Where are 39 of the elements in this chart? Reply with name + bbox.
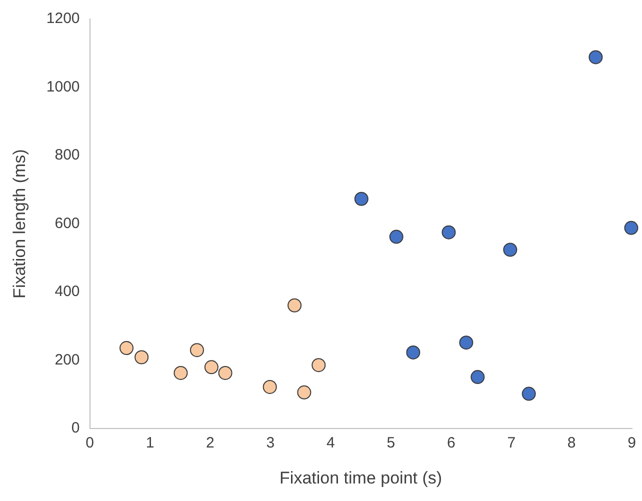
point <box>503 242 518 257</box>
x-tick-label: 1 <box>146 434 154 452</box>
point <box>522 386 536 401</box>
y-tick-label: 1000 <box>46 78 80 96</box>
point <box>262 380 277 394</box>
x-tick-label: 6 <box>446 434 456 452</box>
x-tick-label: 3 <box>266 434 275 452</box>
point <box>190 343 204 358</box>
point <box>389 230 404 244</box>
y-tick-label: 0 <box>71 420 80 437</box>
y-axis-title: Fixation length (ms) <box>10 149 29 298</box>
x-tick-label: 7 <box>507 434 516 452</box>
point <box>354 192 368 206</box>
point <box>459 336 474 350</box>
point <box>288 298 302 312</box>
y-tick-label: 200 <box>54 351 80 368</box>
point <box>470 370 485 384</box>
y-tick-label: 400 <box>54 283 80 300</box>
point <box>312 358 326 372</box>
x-tick-label: 9 <box>628 434 636 452</box>
x-tick-label: 5 <box>386 434 396 452</box>
point <box>624 220 638 235</box>
point <box>204 360 218 374</box>
point <box>442 225 456 240</box>
y-tick-label: 600 <box>54 214 80 232</box>
point <box>406 345 420 360</box>
x-tick-label: 8 <box>567 434 576 452</box>
point <box>174 366 188 380</box>
x-axis-title: Fixation time point (s) <box>280 468 442 488</box>
point <box>297 385 312 400</box>
y-tick-label: 800 <box>54 146 80 164</box>
point <box>120 341 134 356</box>
x-tick-label: 2 <box>206 434 214 452</box>
point <box>134 350 149 364</box>
x-tick-label: 0 <box>86 434 94 452</box>
x-tick-label: 4 <box>326 434 335 452</box>
point <box>588 50 603 64</box>
y-tick-label: 1200 <box>46 10 80 28</box>
point <box>218 366 232 380</box>
